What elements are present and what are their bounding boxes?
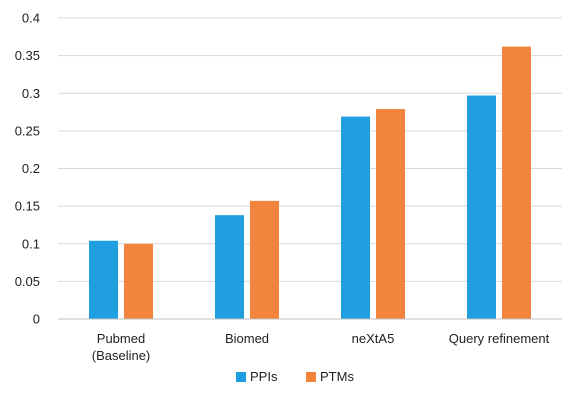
y-tick-label: 0.35: [15, 48, 40, 63]
legend: PPIs PTMs: [236, 369, 354, 384]
bar-ppis-2: [341, 116, 370, 319]
y-tick-label: 0.2: [22, 161, 40, 176]
legend-label-ptms: PTMs: [320, 369, 354, 384]
x-category-label: Biomed: [225, 331, 269, 346]
bar-ptms-3: [502, 46, 531, 319]
bar-ptms-0: [124, 243, 153, 319]
x-category-label: neXtA5: [352, 331, 395, 346]
y-tick-label: 0.15: [15, 199, 40, 214]
y-tick-label: 0.3: [22, 86, 40, 101]
x-category-label: Query refinement: [449, 331, 550, 346]
legend-swatch-ppis: [236, 372, 246, 382]
y-tick-label: 0.25: [15, 123, 40, 138]
bar-ptms-2: [376, 109, 405, 320]
x-category-label: Pubmed (Baseline): [92, 331, 151, 363]
bar-ppis-0: [89, 240, 118, 319]
y-tick-label: 0: [33, 312, 40, 327]
bars: [89, 46, 531, 320]
bar-ptms-1: [250, 200, 279, 319]
legend-label-ppis: PPIs: [250, 369, 278, 384]
y-axis-ticks: 0 0.05 0.1 0.15 0.2 0.25 0.3 0.35 0.4: [15, 11, 40, 327]
y-tick-label: 0.1: [22, 236, 40, 251]
y-tick-label: 0.05: [15, 274, 40, 289]
bar-ppis-3: [467, 95, 496, 319]
x-axis-labels: Pubmed (Baseline) Biomed neXtA5 Query refine…: [92, 331, 550, 363]
bar-ppis-1: [215, 215, 244, 319]
legend-swatch-ptms: [306, 372, 316, 382]
y-tick-label: 0.4: [22, 11, 40, 26]
